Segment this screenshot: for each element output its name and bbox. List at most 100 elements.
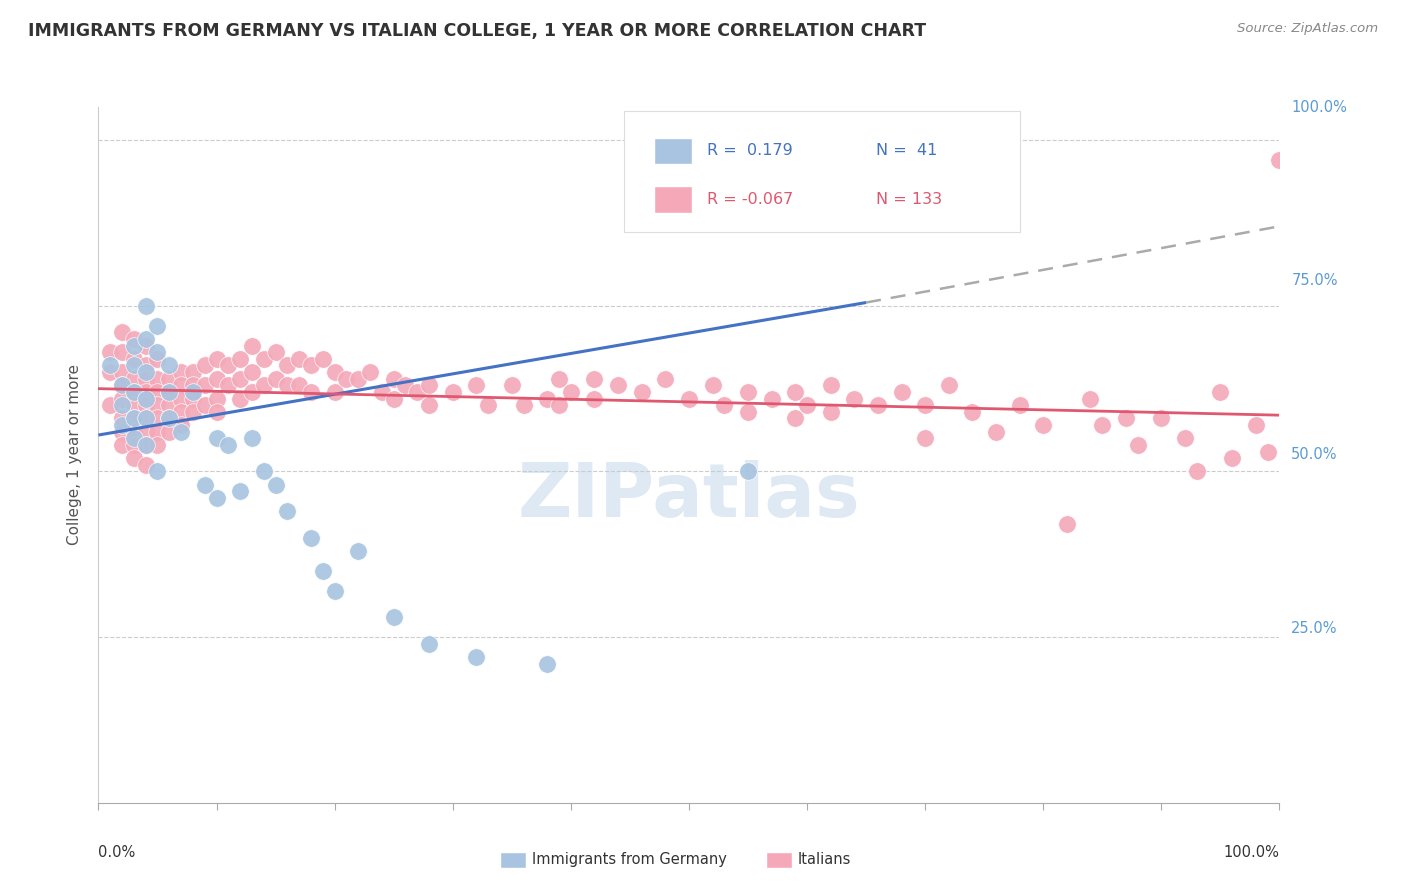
Point: [146, 372, 169, 386]
Point: [418, 637, 440, 651]
Point: [111, 438, 134, 452]
Point: [181, 405, 204, 419]
Point: [122, 338, 145, 352]
Point: [382, 610, 405, 624]
Point: [135, 438, 157, 452]
Point: [111, 425, 134, 439]
Point: [146, 384, 169, 399]
Text: 0.0%: 0.0%: [98, 845, 135, 860]
Point: [583, 392, 606, 406]
Point: [253, 351, 276, 366]
Point: [194, 359, 217, 373]
Point: [382, 372, 405, 386]
Point: [654, 372, 676, 386]
Point: [122, 351, 145, 366]
Point: [418, 378, 440, 392]
Point: [229, 372, 252, 386]
Point: [1220, 451, 1243, 466]
Point: [418, 398, 440, 412]
Point: [157, 411, 180, 425]
Point: [205, 372, 228, 386]
Point: [217, 438, 239, 452]
Point: [465, 650, 488, 665]
Point: [181, 392, 204, 406]
Text: IMMIGRANTS FROM GERMANY VS ITALIAN COLLEGE, 1 YEAR OR MORE CORRELATION CHART: IMMIGRANTS FROM GERMANY VS ITALIAN COLLE…: [28, 22, 927, 40]
Point: [146, 345, 169, 359]
Text: Immigrants from Germany: Immigrants from Germany: [531, 853, 727, 867]
Point: [122, 431, 145, 445]
Point: [122, 398, 145, 412]
Point: [713, 398, 735, 412]
Point: [135, 411, 157, 425]
Point: [111, 378, 134, 392]
Y-axis label: College, 1 year or more: College, 1 year or more: [67, 365, 83, 545]
Point: [312, 351, 335, 366]
Point: [122, 372, 145, 386]
Point: [1209, 384, 1232, 399]
Point: [548, 372, 571, 386]
Point: [111, 345, 134, 359]
Point: [205, 392, 228, 406]
Point: [678, 392, 700, 406]
Point: [181, 384, 204, 399]
Point: [820, 405, 842, 419]
Point: [1185, 465, 1208, 479]
Point: [194, 477, 217, 491]
Point: [406, 384, 429, 399]
Point: [157, 384, 180, 399]
Point: [240, 365, 263, 379]
Point: [98, 345, 121, 359]
Point: [276, 504, 298, 518]
Point: [323, 365, 346, 379]
Point: [205, 351, 228, 366]
Point: [170, 365, 193, 379]
Point: [737, 465, 759, 479]
Point: [477, 398, 499, 412]
Point: [347, 372, 370, 386]
Text: Source: ZipAtlas.com: Source: ZipAtlas.com: [1237, 22, 1378, 36]
Point: [135, 425, 157, 439]
Point: [170, 418, 193, 433]
Point: [122, 384, 145, 399]
Point: [382, 392, 405, 406]
Point: [122, 411, 145, 425]
Point: [135, 299, 157, 313]
Point: [288, 351, 311, 366]
Point: [181, 378, 204, 392]
Point: [312, 564, 335, 578]
Point: [288, 378, 311, 392]
Text: Italians: Italians: [797, 853, 851, 867]
Point: [820, 378, 842, 392]
Text: R =  0.179: R = 0.179: [707, 144, 793, 159]
Point: [1126, 438, 1149, 452]
Point: [146, 425, 169, 439]
Point: [194, 378, 217, 392]
Point: [702, 378, 724, 392]
Point: [1150, 411, 1173, 425]
Point: [122, 332, 145, 346]
Point: [135, 438, 157, 452]
Text: 25.0%: 25.0%: [1291, 622, 1337, 636]
Point: [146, 411, 169, 425]
Point: [548, 398, 571, 412]
Point: [122, 438, 145, 452]
Point: [844, 392, 866, 406]
Point: [1056, 517, 1078, 532]
Point: [253, 465, 276, 479]
Point: [229, 484, 252, 499]
Point: [914, 398, 936, 412]
Point: [111, 398, 134, 412]
Point: [229, 351, 252, 366]
Point: [323, 583, 346, 598]
Point: [135, 384, 157, 399]
Point: [276, 378, 298, 392]
Point: [560, 384, 582, 399]
Point: [157, 425, 180, 439]
Point: [347, 544, 370, 558]
Point: [323, 384, 346, 399]
Point: [1257, 444, 1279, 458]
Point: [205, 405, 228, 419]
Text: 100.0%: 100.0%: [1291, 100, 1347, 114]
Point: [394, 378, 416, 392]
Point: [111, 418, 134, 433]
